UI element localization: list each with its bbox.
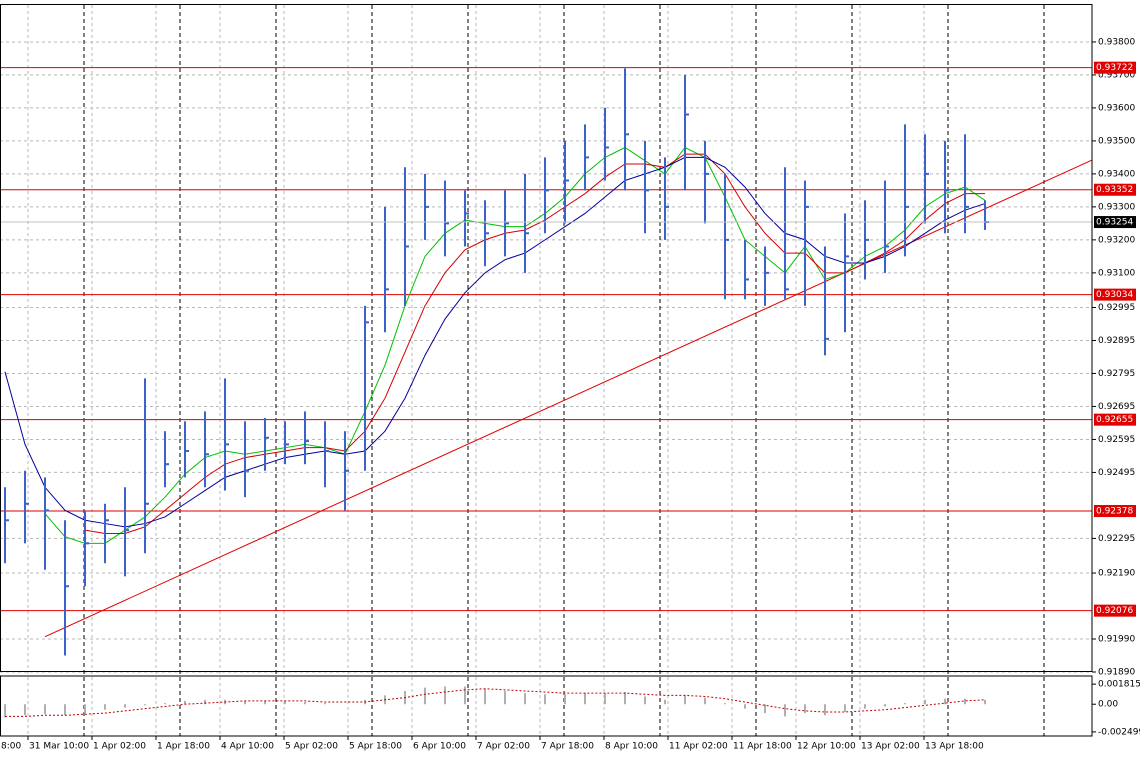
x-tick-label: 11 Apr 18:00 [733, 742, 792, 752]
current-price-box [1094, 216, 1136, 229]
level-label: 0.93352 [1096, 185, 1133, 195]
level-box [1094, 505, 1136, 518]
level-label: 0.92378 [1096, 507, 1133, 517]
level-box [1094, 604, 1136, 617]
x-tick-label: 4 Apr 10:00 [221, 742, 274, 752]
y-tick-label: 0.93300 [1098, 202, 1135, 212]
y-tick-label: 0.93800 [1098, 37, 1135, 47]
y-tick-label: 0.92695 [1098, 402, 1135, 412]
level-label: 0.92655 [1096, 415, 1133, 425]
y-tick-label: 0.92795 [1098, 369, 1135, 379]
y-tick-label: 0.93700 [1098, 70, 1135, 80]
x-tick-label: 13 Apr 02:00 [861, 742, 920, 752]
level-label: 0.93034 [1096, 290, 1133, 300]
y-tick-label: 0.93400 [1098, 169, 1135, 179]
y-tick-label: 0.92190 [1098, 569, 1135, 579]
x-tick-label: 6 Apr 10:00 [413, 742, 466, 752]
y-tick-label: 0.92895 [1098, 336, 1135, 346]
y-tick-label: 0.92995 [1098, 303, 1135, 313]
x-tick-label: 1 Apr 02:00 [93, 742, 146, 752]
y-tick-label: 0.93100 [1098, 268, 1135, 278]
moving-average [4, 156, 986, 528]
x-tick-label: 13 Apr 18:00 [925, 742, 984, 752]
x-tick-label: 7 Apr 18:00 [541, 742, 594, 752]
y-tick-label: 0.93600 [1098, 103, 1135, 113]
x-tick-label: 8:00 [1, 742, 21, 752]
level-box [1094, 288, 1136, 301]
y-tick-label: 0.93200 [1098, 235, 1135, 245]
level-box [1094, 413, 1136, 426]
level-label: 0.92076 [1096, 606, 1133, 616]
y-tick-label: 0.92595 [1098, 435, 1135, 445]
level-box [1094, 183, 1136, 196]
macd-frame [0, 675, 1093, 737]
x-tick-label: 8 Apr 10:00 [605, 742, 658, 752]
x-tick-label: 12 Apr 10:00 [797, 742, 856, 752]
x-tick-label: 7 Apr 02:00 [477, 742, 530, 752]
y-tick-label: 0.93500 [1098, 136, 1135, 146]
level-box [1094, 61, 1136, 74]
moving-average [84, 153, 985, 534]
plot-frame [0, 4, 1093, 672]
x-tick-label: 5 Apr 02:00 [285, 742, 338, 752]
x-tick-label: 1 Apr 18:00 [157, 742, 210, 752]
level-label: 0.93722 [1096, 63, 1133, 73]
x-tick-label: 11 Apr 02:00 [669, 742, 728, 752]
current-price-label: 0.93254 [1096, 218, 1133, 228]
macd-y-tick-label: -0.002499 [1098, 727, 1140, 737]
macd-y-tick-label: 0.001815 [1098, 680, 1140, 690]
y-tick-label: 0.91990 [1098, 635, 1135, 645]
y-tick-label: 0.92295 [1098, 534, 1135, 544]
y-tick-label: 0.91890 [1098, 668, 1135, 678]
x-tick-label: 5 Apr 18:00 [349, 742, 402, 752]
y-tick-label: 0.92495 [1098, 468, 1135, 478]
trendline [44, 159, 1093, 638]
macd-y-tick-label: 0.00 [1098, 700, 1118, 710]
moving-average [44, 146, 986, 544]
x-tick-label: 31 Mar 10:00 [29, 742, 89, 752]
